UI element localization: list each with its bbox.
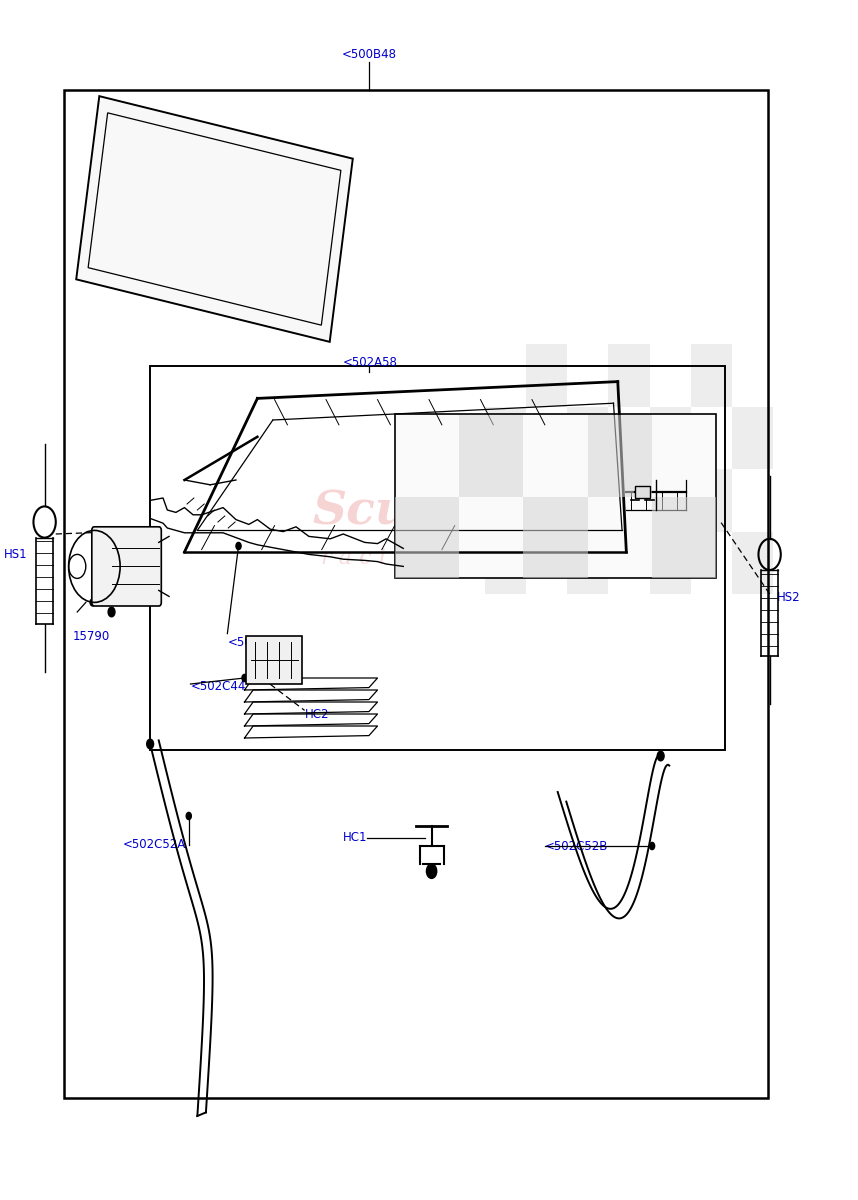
Bar xyxy=(650,532,691,594)
Circle shape xyxy=(426,864,437,878)
Text: <502C52A: <502C52A xyxy=(123,839,186,851)
Circle shape xyxy=(242,674,247,682)
FancyBboxPatch shape xyxy=(92,527,161,606)
Text: HS1: HS1 xyxy=(4,548,28,560)
Text: <502C44: <502C44 xyxy=(190,680,246,692)
Bar xyxy=(64,90,768,1098)
Text: <502C52B: <502C52B xyxy=(545,840,608,852)
Bar xyxy=(608,469,650,532)
Text: HS2: HS2 xyxy=(776,592,801,604)
Circle shape xyxy=(236,542,241,550)
Bar xyxy=(691,469,732,532)
Bar xyxy=(732,532,773,594)
Text: <500A26: <500A26 xyxy=(227,636,282,648)
Text: <502A58: <502A58 xyxy=(343,356,398,368)
Bar xyxy=(246,636,302,684)
Bar xyxy=(150,366,725,750)
Text: HC2: HC2 xyxy=(305,708,329,720)
Bar xyxy=(485,532,526,594)
Polygon shape xyxy=(76,96,353,342)
Polygon shape xyxy=(395,414,716,578)
Circle shape xyxy=(650,842,655,850)
Circle shape xyxy=(186,812,191,820)
Text: r a c i n g   p a r t s: r a c i n g p a r t s xyxy=(321,547,537,569)
Bar xyxy=(635,486,650,498)
Bar xyxy=(608,344,650,407)
Circle shape xyxy=(657,751,664,761)
Bar xyxy=(567,407,608,469)
Circle shape xyxy=(90,599,95,606)
Bar xyxy=(567,532,608,594)
Bar xyxy=(732,407,773,469)
Text: Scuderia: Scuderia xyxy=(312,487,546,533)
Bar xyxy=(523,497,588,578)
Circle shape xyxy=(108,607,115,617)
Bar xyxy=(588,415,652,497)
Bar xyxy=(650,407,691,469)
Bar xyxy=(526,469,567,532)
Bar xyxy=(526,344,567,407)
Text: HC1: HC1 xyxy=(342,832,367,844)
Text: 15790: 15790 xyxy=(73,630,110,642)
Bar xyxy=(652,497,716,578)
Bar xyxy=(459,415,523,497)
Bar xyxy=(691,344,732,407)
Bar xyxy=(395,497,459,578)
Circle shape xyxy=(147,739,154,749)
Text: <500B48: <500B48 xyxy=(341,48,396,60)
Bar xyxy=(485,407,526,469)
